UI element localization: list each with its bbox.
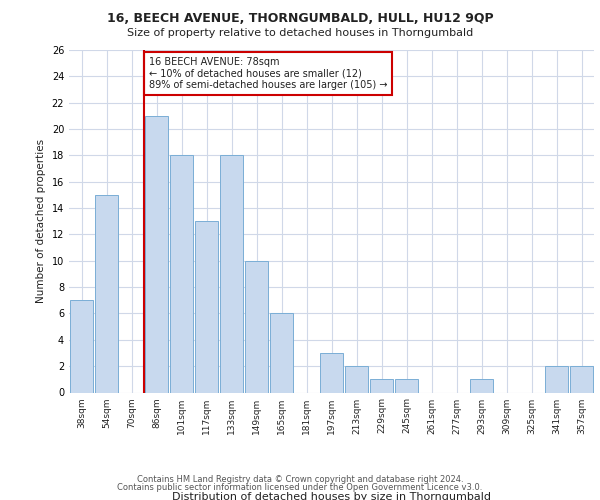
Bar: [470, 380, 493, 392]
Y-axis label: Number of detached properties: Number of detached properties: [36, 139, 46, 304]
Bar: [70, 300, 93, 392]
Bar: [570, 366, 593, 392]
Bar: [395, 380, 418, 392]
Text: Contains HM Land Registry data © Crown copyright and database right 2024.: Contains HM Land Registry data © Crown c…: [137, 474, 463, 484]
Bar: [245, 261, 268, 392]
X-axis label: Distribution of detached houses by size in Thorngumbald: Distribution of detached houses by size …: [172, 492, 491, 500]
Bar: [320, 353, 343, 393]
Bar: [95, 195, 118, 392]
Text: 16 BEECH AVENUE: 78sqm
← 10% of detached houses are smaller (12)
89% of semi-det: 16 BEECH AVENUE: 78sqm ← 10% of detached…: [149, 56, 388, 90]
Text: Contains public sector information licensed under the Open Government Licence v3: Contains public sector information licen…: [118, 484, 482, 492]
Text: Size of property relative to detached houses in Thorngumbald: Size of property relative to detached ho…: [127, 28, 473, 38]
Bar: [170, 156, 193, 392]
Bar: [195, 221, 218, 392]
Bar: [545, 366, 568, 392]
Bar: [270, 314, 293, 392]
Bar: [370, 380, 393, 392]
Text: 16, BEECH AVENUE, THORNGUMBALD, HULL, HU12 9QP: 16, BEECH AVENUE, THORNGUMBALD, HULL, HU…: [107, 12, 493, 26]
Bar: [145, 116, 168, 392]
Bar: [345, 366, 368, 392]
Bar: [220, 156, 243, 392]
